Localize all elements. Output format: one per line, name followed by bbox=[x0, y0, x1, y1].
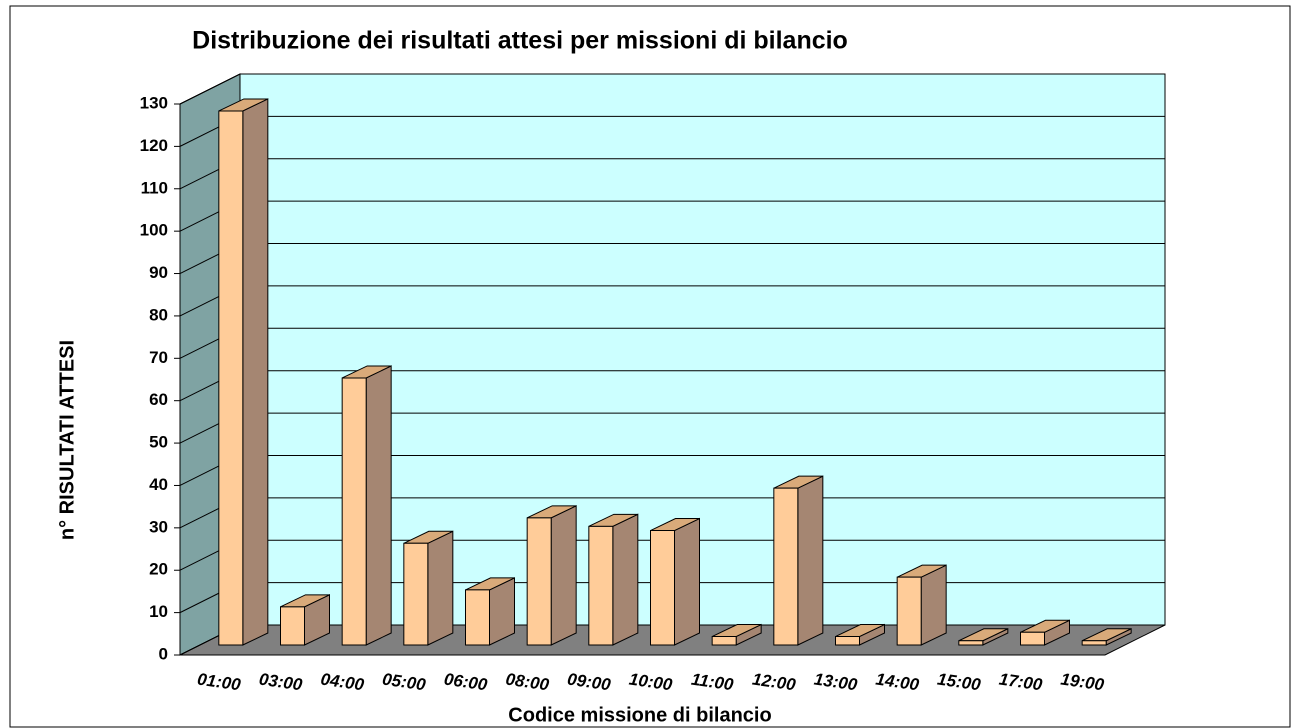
bar-front bbox=[835, 636, 860, 646]
y-tick-label: 80 bbox=[149, 305, 168, 324]
chart-title: Distribuzione dei risultati attesi per m… bbox=[192, 27, 848, 55]
bar-front bbox=[1020, 631, 1045, 646]
bar-side bbox=[365, 365, 392, 646]
bar-front bbox=[465, 589, 490, 646]
y-tick-label: 70 bbox=[149, 348, 168, 367]
y-tick-label: 130 bbox=[140, 93, 168, 112]
y-tick-label: 60 bbox=[149, 390, 168, 409]
y-tick-label: 20 bbox=[149, 560, 168, 579]
bar bbox=[465, 577, 515, 646]
y-tick-label: 30 bbox=[149, 517, 168, 536]
bar-front bbox=[896, 576, 922, 646]
bar-side bbox=[242, 98, 269, 646]
bar bbox=[958, 627, 1009, 646]
y-tick-label: 120 bbox=[140, 136, 168, 155]
y-tick-label: 10 bbox=[149, 602, 168, 621]
bar bbox=[1020, 619, 1070, 646]
bar-front bbox=[588, 525, 614, 646]
y-tick-label: 50 bbox=[149, 433, 168, 452]
bar-side bbox=[797, 475, 824, 646]
y-tick-label: 100 bbox=[140, 221, 168, 240]
bar bbox=[588, 513, 639, 646]
bar bbox=[1081, 627, 1132, 646]
bar bbox=[403, 530, 454, 646]
bar-front bbox=[403, 542, 429, 646]
bar bbox=[526, 505, 577, 646]
y-axis-title: n° RISULTATI ATTESI bbox=[56, 340, 78, 540]
bar-side bbox=[920, 564, 947, 646]
grid-line bbox=[179, 73, 241, 105]
bar-front bbox=[773, 487, 799, 646]
bar bbox=[773, 475, 824, 646]
bar bbox=[896, 564, 947, 646]
bar-front bbox=[218, 110, 244, 646]
bar-side bbox=[674, 517, 700, 646]
bar-side bbox=[612, 513, 639, 646]
bar-front bbox=[711, 636, 737, 646]
bar bbox=[280, 594, 330, 646]
y-tick-label: 40 bbox=[149, 475, 168, 494]
y-tick-label: 110 bbox=[141, 178, 168, 197]
bar-front bbox=[958, 640, 984, 646]
bar-front bbox=[526, 517, 552, 646]
bar bbox=[650, 517, 700, 646]
bar bbox=[218, 98, 269, 646]
bar-front bbox=[341, 377, 367, 646]
bar bbox=[341, 365, 392, 646]
bar bbox=[835, 623, 885, 646]
bar-front bbox=[1081, 640, 1107, 646]
bar-front bbox=[280, 606, 305, 646]
y-tick-label: 90 bbox=[149, 263, 168, 282]
bar-side bbox=[550, 505, 577, 646]
y-tick-label: 0 bbox=[159, 644, 168, 663]
x-axis-title: Codice missione di bilancio bbox=[508, 704, 771, 726]
bar-side bbox=[427, 530, 454, 646]
bar-front bbox=[650, 530, 675, 646]
bar bbox=[711, 623, 762, 646]
